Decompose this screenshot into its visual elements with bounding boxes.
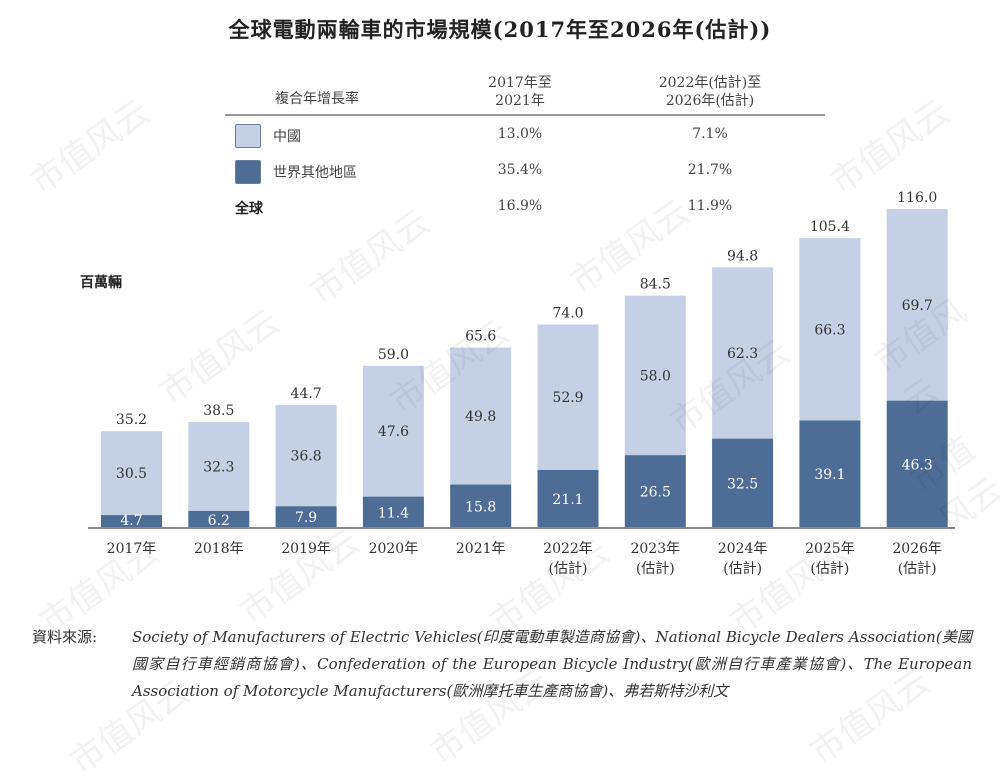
cagr-value: 35.4% (497, 162, 543, 178)
data-label-total: 84.5 (640, 277, 671, 293)
cagr-table: 複合年增長率 2017年至 2021年 2022年(估計)至 2026年(估計)… (225, 68, 825, 224)
stacked-bar-chart: 30.5 4.7 35.2 2017年 32.3 6.2 38.5 2018年 36.8 7.9 4… (88, 190, 955, 577)
bar-segment-china (450, 347, 512, 485)
legend-label-global: 全球 (235, 201, 263, 217)
source-label: 資料來源: (32, 628, 98, 646)
bar-segment-china (712, 267, 774, 439)
x-tick-sublabel: (估計) (549, 561, 588, 577)
data-label-total: 65.6 (465, 329, 496, 345)
data-label-rest-of-world: 15.8 (465, 499, 496, 515)
x-tick-label: 2017年 (107, 541, 157, 557)
data-label-total: 105.4 (810, 219, 850, 235)
cagr-table-header: 複合年增長率 2017年至 2021年 2022年(估計)至 2026年(估計) (225, 68, 825, 116)
x-tick-label: 2020年 (369, 541, 419, 557)
legend-label-china: 中國 (273, 129, 301, 145)
x-tick-label: 2022年 (543, 541, 593, 557)
data-label-rest-of-world: 21.1 (552, 492, 583, 508)
bar-segment-rest-of-world (799, 420, 861, 528)
bar-segment-china (886, 209, 948, 401)
data-label-total: 38.5 (203, 403, 234, 419)
bar-segment-rest-of-world (101, 515, 162, 528)
bar-segment-china (101, 431, 162, 516)
data-label-china: 62.3 (727, 346, 758, 362)
data-label-china: 69.7 (902, 298, 933, 314)
cagr-value: 7.1% (692, 126, 728, 142)
x-tick-sublabel: (估計) (723, 561, 762, 577)
x-tick-sublabel: (估計) (898, 561, 937, 577)
cagr-header-period-2: 2022年(估計)至 2026年(估計) (658, 75, 762, 109)
data-label-total: 59.0 (378, 347, 409, 363)
legend-swatch-china (235, 124, 261, 148)
cagr-header-label: 複合年增長率 (275, 91, 359, 107)
data-label-rest-of-world: 26.5 (640, 485, 671, 501)
data-label-rest-of-world: 32.5 (727, 476, 758, 492)
bar-segment-rest-of-world (450, 484, 512, 528)
cagr-row-global: 全球 16.9% 11.9% (225, 188, 825, 224)
cagr-row-china: 中國 13.0% 7.1% (225, 116, 825, 152)
y-unit-label: 百萬輛 (80, 275, 122, 291)
bar-segment-china (537, 324, 599, 470)
cagr-value: 21.7% (687, 162, 733, 178)
x-tick-label: 2019年 (281, 541, 331, 557)
cagr-value: 16.9% (497, 198, 543, 214)
x-tick-label: 2026年 (892, 541, 942, 557)
cagr-header-period-1: 2017年至 2021年 (488, 75, 552, 109)
data-label-rest-of-world: 46.3 (902, 457, 933, 473)
data-label-china: 49.8 (465, 409, 496, 425)
data-label-rest-of-world: 39.1 (814, 467, 845, 483)
data-label-rest-of-world: 7.9 (295, 510, 317, 526)
data-label-china: 32.3 (203, 460, 234, 476)
legend-label-rest-of-world: 世界其他地區 (273, 165, 357, 181)
data-label-china: 58.0 (640, 368, 671, 384)
data-label-total: 44.7 (291, 386, 322, 402)
data-label-china: 66.3 (814, 322, 845, 338)
data-label-china: 30.5 (116, 466, 147, 482)
data-label-china: 36.8 (291, 449, 322, 465)
bar-segment-rest-of-world (537, 469, 599, 528)
bar-segment-rest-of-world (188, 510, 250, 528)
source-note: 資料來源: Society of Manufacturers of Electr… (32, 624, 972, 705)
source-text: Society of Manufacturers of Electric Veh… (132, 628, 972, 700)
bar-segment-china (275, 405, 337, 507)
data-label-rest-of-world: 4.7 (120, 513, 142, 529)
x-tick-sublabel: (估計) (810, 561, 849, 577)
bar-segment-rest-of-world (624, 455, 686, 528)
bar-segment-rest-of-world (712, 438, 774, 528)
x-tick-label: 2024年 (718, 541, 768, 557)
x-tick-label: 2025年 (805, 541, 855, 557)
cagr-value: 11.9% (687, 198, 733, 214)
x-tick-label: 2023年 (630, 541, 680, 557)
x-tick-sublabel: (估計) (636, 561, 675, 577)
bar-segment-rest-of-world (886, 400, 948, 528)
bar-segment-china (362, 365, 424, 497)
data-label-total: 116.0 (897, 190, 937, 206)
data-label-china: 47.6 (378, 424, 409, 440)
bar-segment-rest-of-world (275, 506, 337, 528)
x-tick-label: 2018年 (194, 541, 244, 557)
cagr-row-rest-of-world: 世界其他地區 35.4% 21.7% (225, 152, 825, 188)
data-label-total: 74.0 (552, 306, 583, 322)
bar-segment-china (188, 422, 250, 511)
data-label-total: 35.2 (116, 412, 147, 428)
legend-swatch-rest-of-world (235, 160, 261, 184)
cagr-value: 13.0% (497, 126, 543, 142)
bar-segment-china (624, 295, 686, 456)
data-label-total: 94.8 (727, 248, 758, 264)
x-tick-label: 2021年 (456, 541, 506, 557)
bar-segment-rest-of-world (362, 496, 424, 528)
data-label-rest-of-world: 11.4 (378, 505, 409, 521)
data-label-china: 52.9 (552, 390, 583, 406)
chart-title: 全球電動兩輪車的市場規模(2017年至2026年(估計)) (228, 17, 772, 42)
data-label-rest-of-world: 6.2 (208, 513, 230, 529)
bar-segment-china (799, 238, 861, 421)
